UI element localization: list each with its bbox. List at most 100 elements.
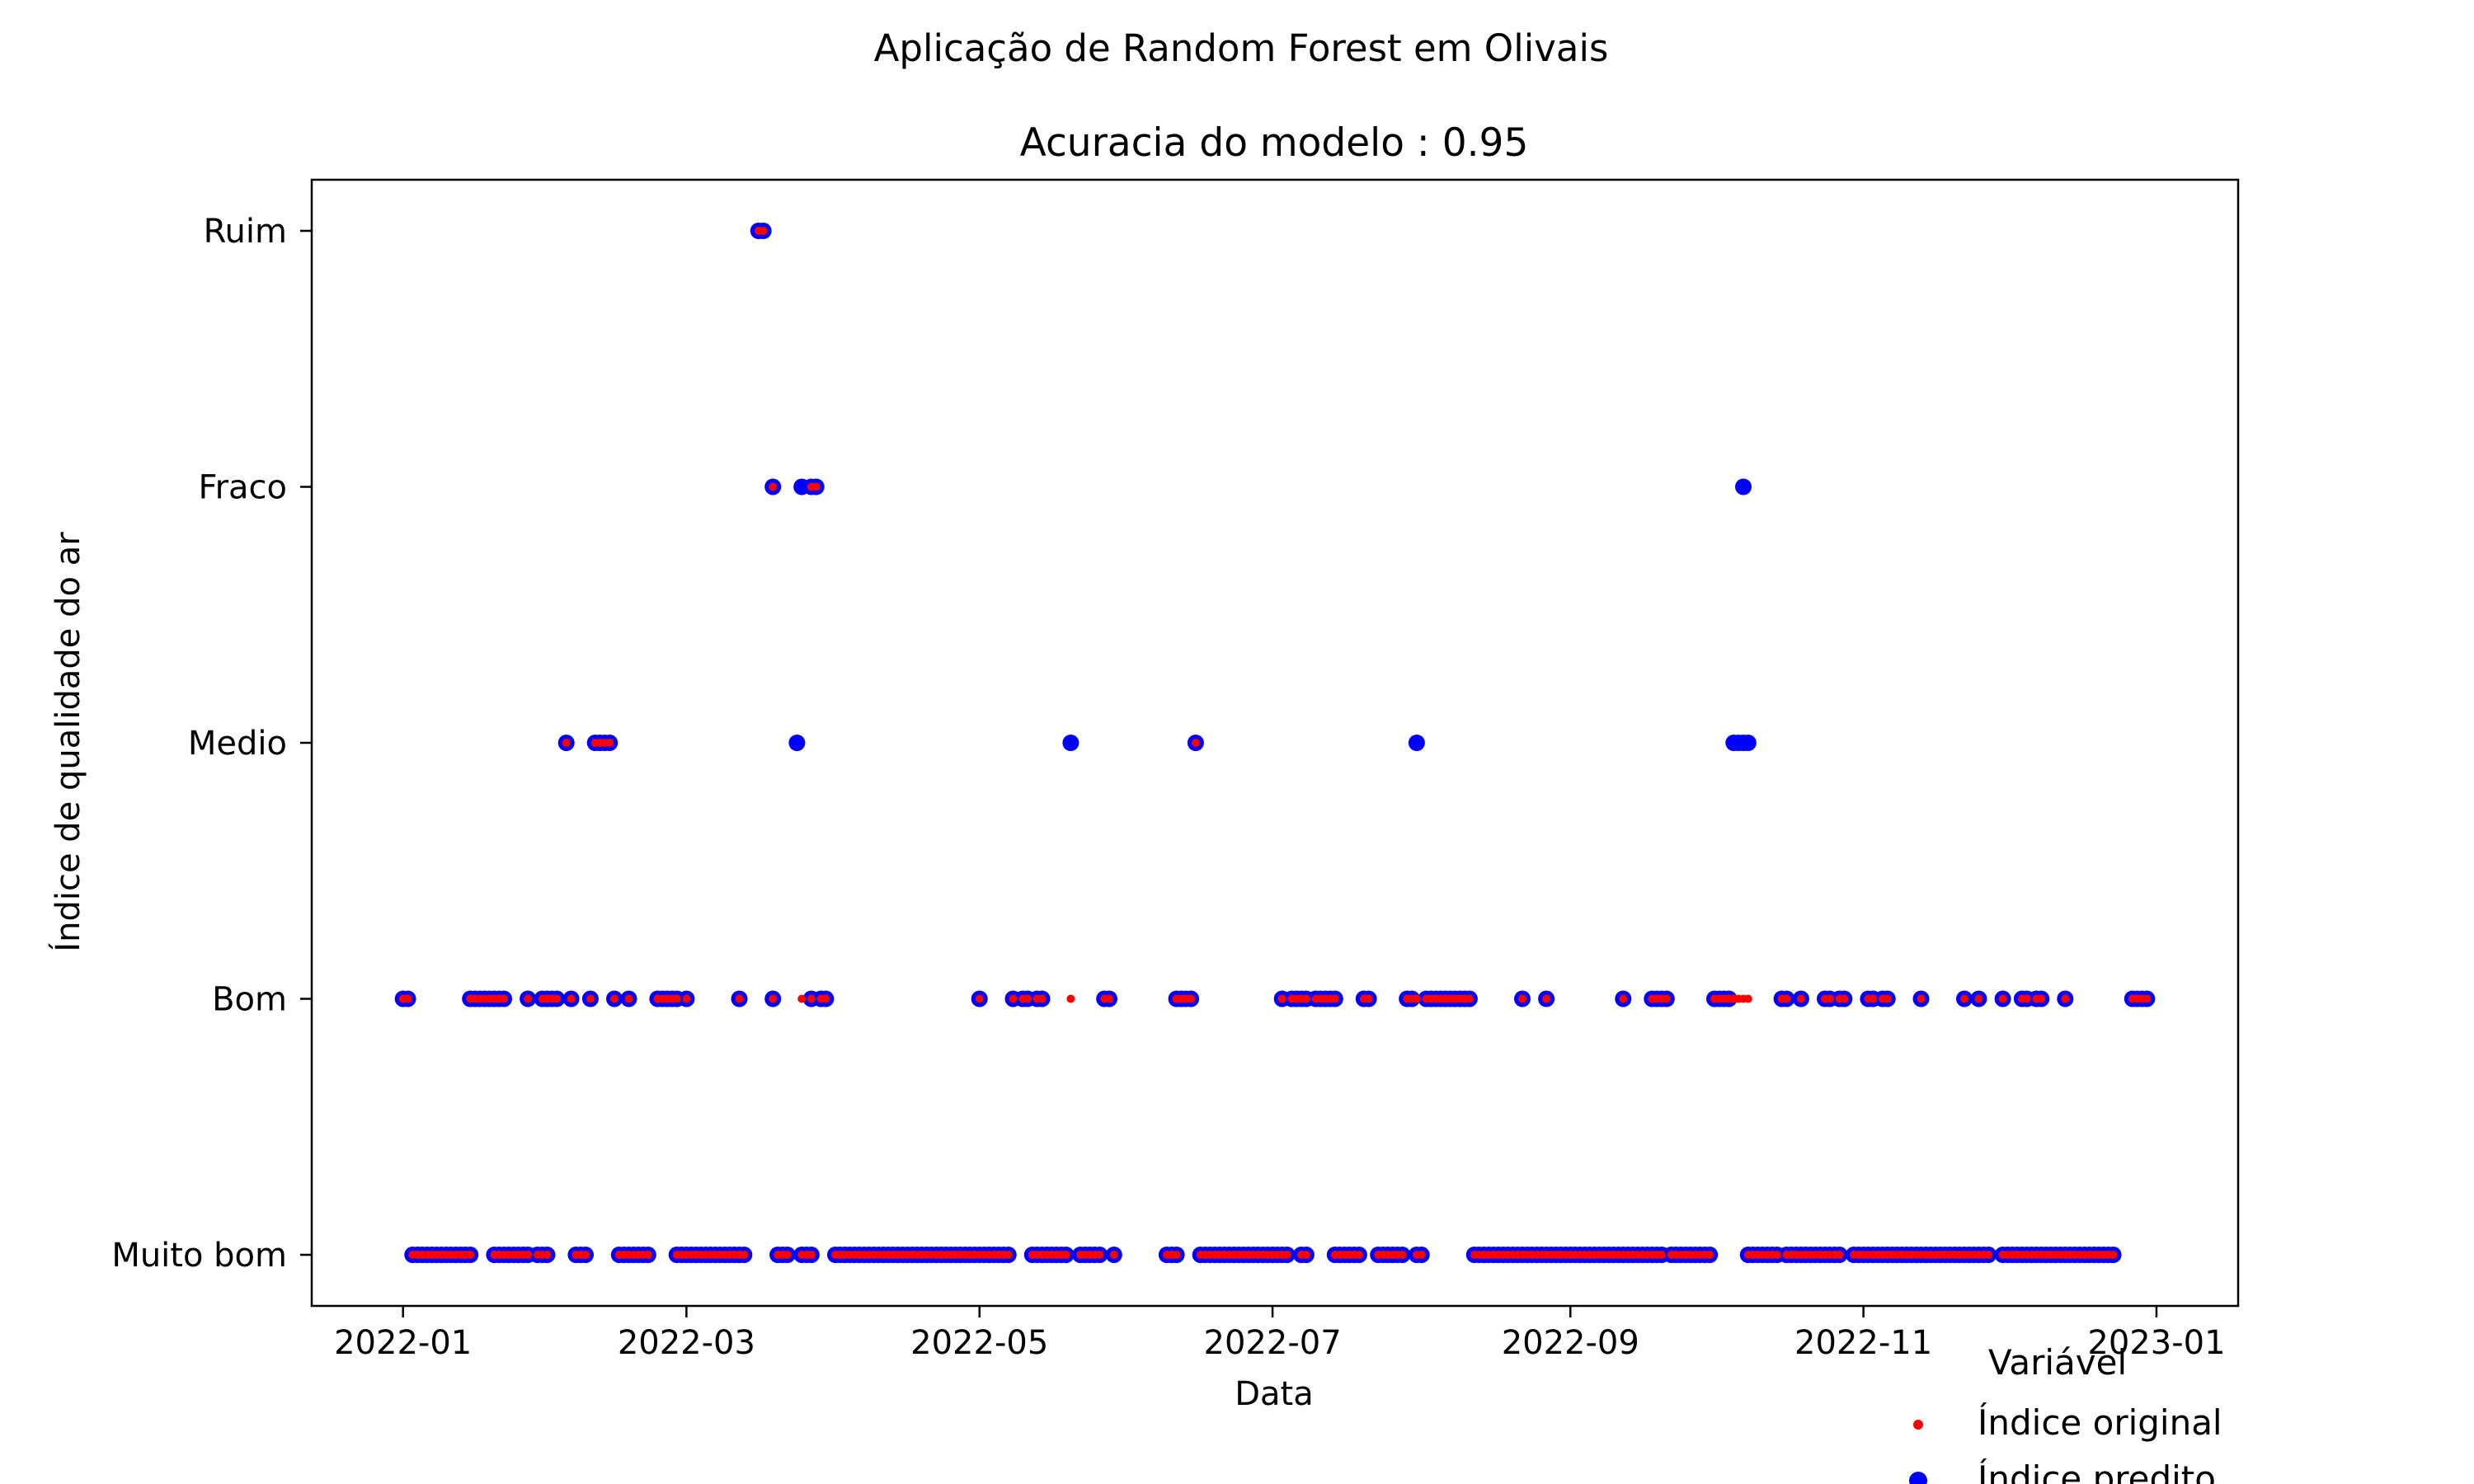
predicted-point (1062, 735, 1079, 751)
original-point (1796, 994, 1805, 1003)
y-tick-label: Medio (188, 725, 287, 763)
legend-marker-original (1913, 1420, 1923, 1430)
original-point (807, 1251, 816, 1259)
original-point (811, 482, 821, 491)
original-point (783, 1251, 792, 1259)
y-tick-label: Fraco (198, 469, 287, 507)
original-point (1037, 994, 1047, 1003)
original-point (2142, 994, 2152, 1003)
original-point (1023, 994, 1032, 1003)
original-point (524, 1251, 533, 1259)
original-point (1330, 994, 1339, 1003)
legend-label-original: Índice original (1978, 1402, 2222, 1443)
original-point (466, 1251, 475, 1259)
chart-title: Acuracia do modelo : 0.95 (1020, 120, 1529, 166)
y-tick-label: Bom (212, 981, 287, 1019)
original-point (1364, 994, 1373, 1003)
original-point (1172, 1251, 1181, 1259)
original-point (586, 994, 595, 1003)
original-point (1009, 994, 1018, 1003)
original-point (581, 1251, 590, 1259)
original-point (2109, 1251, 2118, 1259)
original-point (1984, 1251, 1993, 1259)
original-point (1974, 994, 1983, 1003)
legend: Variável Índice original Índice predito (1909, 1342, 2222, 1484)
original-point (1960, 994, 1968, 1003)
original-point (1917, 994, 1926, 1003)
x-tick-label: 2022-03 (618, 1324, 755, 1362)
original-point (1782, 994, 1791, 1003)
predicted-point (1408, 735, 1425, 751)
x-axis: 2022-01 2022-03 2022-05 2022-07 2022-09 2022-… (334, 1306, 2226, 1362)
original-point (1743, 994, 1752, 1003)
original-point (1191, 739, 1200, 747)
original-point (1061, 1251, 1070, 1259)
original-point (1662, 994, 1671, 1003)
original-point (2022, 994, 2031, 1003)
original-point (769, 994, 778, 1003)
original-point (1869, 994, 1878, 1003)
original-series (398, 227, 2152, 1259)
original-point (1705, 1251, 1714, 1259)
x-tick-label: 2022-01 (334, 1324, 472, 1362)
original-point (797, 994, 807, 1003)
y-axis: Muito bom Bom Medio Fraco Ruim (111, 213, 312, 1275)
original-point (1109, 1251, 1118, 1259)
predicted-point (788, 735, 806, 751)
original-point (1657, 1251, 1666, 1259)
original-point (500, 994, 508, 1003)
original-point (543, 1251, 552, 1259)
original-point (682, 994, 691, 1003)
original-point (1465, 994, 1474, 1003)
original-point (1354, 1251, 1363, 1259)
original-point (624, 994, 633, 1003)
original-point (672, 994, 681, 1003)
original-point (610, 994, 618, 1003)
original-point (553, 994, 562, 1003)
original-point (1095, 1251, 1104, 1259)
original-point (1398, 1251, 1407, 1259)
original-point (1105, 994, 1113, 1003)
predicted-point (1735, 478, 1752, 495)
x-tick-label: 2023-01 (2087, 1324, 2225, 1362)
original-point (1301, 994, 1310, 1003)
original-point (735, 994, 744, 1003)
original-point (807, 994, 816, 1003)
original-point (1542, 994, 1551, 1003)
original-point (1417, 1251, 1426, 1259)
original-point (1282, 1251, 1291, 1259)
original-point (403, 994, 412, 1003)
original-point (740, 1251, 749, 1259)
y-tick-label: Ruim (204, 213, 287, 251)
x-tick-label: 2022-07 (1204, 1324, 1342, 1362)
legend-marker-predicted (1909, 1472, 1927, 1484)
original-point (1187, 994, 1196, 1003)
original-point (1412, 994, 1421, 1003)
original-point (643, 1251, 652, 1259)
original-point (821, 994, 830, 1003)
original-point (759, 227, 768, 235)
original-point (1840, 994, 1849, 1003)
original-point (1998, 994, 2007, 1003)
x-tick-label: 2022-05 (910, 1324, 1048, 1362)
original-point (2037, 994, 2046, 1003)
x-tick-label: 2022-11 (1794, 1324, 1932, 1362)
original-point (1518, 994, 1526, 1003)
original-point (605, 739, 614, 747)
original-point (1772, 1251, 1781, 1259)
original-point (1825, 994, 1834, 1003)
legend-label-predicted: Índice predito (1978, 1458, 2216, 1484)
original-point (2061, 994, 2070, 1003)
original-point (769, 482, 778, 491)
original-point (562, 739, 571, 747)
original-point (1619, 994, 1628, 1003)
legend-title: Variável (1988, 1342, 2127, 1383)
original-point (1066, 994, 1075, 1003)
x-axis-label: Data (1235, 1375, 1314, 1413)
original-point (567, 994, 576, 1003)
x-tick-label: 2022-09 (1502, 1324, 1639, 1362)
y-tick-label: Muito bom (111, 1237, 287, 1275)
original-point (1277, 994, 1286, 1003)
